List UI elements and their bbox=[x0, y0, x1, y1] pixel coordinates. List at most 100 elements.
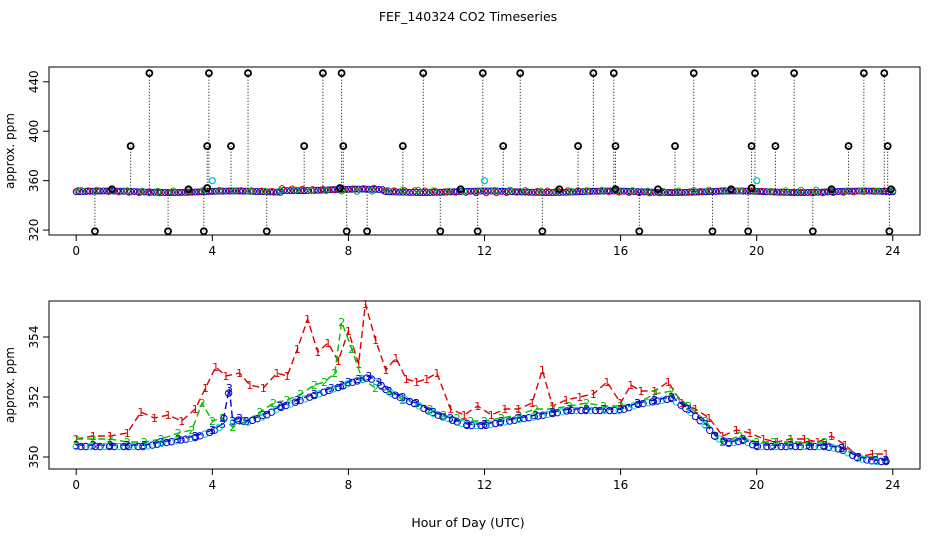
baseline-point-blue bbox=[501, 187, 509, 195]
band-point bbox=[134, 442, 142, 451]
baseline-point-red bbox=[870, 187, 878, 195]
band-point bbox=[329, 385, 338, 393]
spike-point bbox=[708, 227, 717, 236]
chart-title: FEF_140324 CO2 Timeseries bbox=[379, 9, 557, 24]
band-point bbox=[405, 397, 414, 406]
baseline-point-blue bbox=[120, 187, 128, 195]
series-marker-3: 3 bbox=[236, 412, 243, 425]
baseline-point-blue bbox=[671, 189, 679, 197]
series-marker-2: 2 bbox=[549, 403, 556, 416]
series-marker-1: 1 bbox=[539, 364, 546, 377]
band-point bbox=[748, 441, 757, 449]
band-point bbox=[315, 390, 323, 398]
band-point bbox=[720, 437, 728, 445]
spike-point bbox=[747, 184, 756, 192]
series-marker-1: 1 bbox=[212, 361, 219, 374]
band-point bbox=[386, 389, 395, 397]
baseline-point-red bbox=[533, 187, 541, 195]
baseline-point-blue bbox=[389, 188, 397, 196]
baseline-point-green bbox=[429, 187, 437, 195]
band-point bbox=[772, 442, 781, 451]
series-marker-1: 1 bbox=[563, 394, 570, 407]
band-point bbox=[305, 393, 314, 401]
series-marker-3: 3 bbox=[365, 370, 372, 383]
band-point bbox=[486, 420, 495, 429]
baseline-point-green bbox=[506, 186, 514, 194]
band-point bbox=[401, 395, 409, 404]
baseline-point-blue bbox=[297, 187, 305, 195]
baseline-point-red bbox=[717, 187, 725, 195]
band-point bbox=[672, 398, 681, 406]
band-point bbox=[820, 442, 828, 451]
series-marker-1: 1 bbox=[403, 373, 410, 386]
baseline-point-blue bbox=[794, 189, 802, 197]
band-point bbox=[667, 394, 676, 403]
series-marker-3: 3 bbox=[345, 376, 352, 389]
spike-point bbox=[635, 227, 644, 236]
baseline-point-green bbox=[154, 187, 162, 195]
band-point bbox=[396, 393, 404, 401]
band-point bbox=[220, 414, 228, 422]
series-marker-2: 2 bbox=[566, 400, 573, 413]
baseline-point-blue bbox=[412, 188, 420, 196]
band-point bbox=[310, 391, 319, 400]
series-marker-1: 1 bbox=[433, 367, 440, 380]
band-point bbox=[582, 406, 590, 415]
x-tick-label: 20 bbox=[749, 478, 764, 492]
band-point bbox=[463, 421, 471, 429]
series-marker-1: 1 bbox=[665, 376, 672, 389]
baseline-point-blue bbox=[372, 185, 380, 193]
series-marker-2: 2 bbox=[719, 436, 726, 449]
series-marker-2: 2 bbox=[787, 436, 794, 449]
baseline-point-blue bbox=[392, 188, 400, 196]
band-point bbox=[682, 404, 690, 413]
x-tick-label: 4 bbox=[208, 478, 216, 492]
series-marker-1: 1 bbox=[719, 430, 726, 443]
series-marker-1: 1 bbox=[192, 403, 199, 416]
baseline-point-red bbox=[380, 187, 388, 195]
band-point bbox=[215, 423, 223, 432]
band-point bbox=[505, 417, 514, 425]
baseline-point-red bbox=[258, 187, 266, 195]
series-marker-2: 2 bbox=[753, 436, 760, 449]
series-marker-2: 2 bbox=[311, 379, 318, 392]
x-tick-label: 12 bbox=[477, 478, 492, 492]
band-point bbox=[239, 417, 247, 425]
band-point bbox=[882, 457, 890, 466]
band-point bbox=[758, 442, 766, 451]
band-point bbox=[158, 439, 166, 448]
baseline-point-red bbox=[411, 187, 419, 195]
band-point bbox=[91, 442, 99, 451]
series-marker-3: 3 bbox=[634, 397, 641, 410]
baseline-point-blue bbox=[171, 188, 179, 196]
band-point bbox=[377, 381, 385, 389]
spike-point bbox=[574, 142, 582, 150]
spike-point bbox=[336, 184, 344, 192]
band-point bbox=[196, 432, 204, 440]
y-tick-label: 350 bbox=[27, 446, 41, 469]
y-tick-label: 360 bbox=[27, 169, 41, 192]
band-point bbox=[796, 442, 804, 451]
band-point bbox=[777, 442, 785, 451]
series-marker-2: 2 bbox=[583, 397, 590, 410]
band-point bbox=[872, 457, 881, 466]
x-tick-label: 0 bbox=[72, 478, 80, 492]
spike-point bbox=[880, 69, 889, 78]
baseline-point-green bbox=[766, 187, 774, 195]
spike-point bbox=[751, 69, 759, 78]
baseline-point-red bbox=[646, 189, 654, 197]
series-marker-1: 1 bbox=[882, 448, 889, 461]
baseline-point-blue bbox=[395, 188, 403, 196]
spike-point bbox=[126, 142, 135, 150]
band-point bbox=[744, 438, 752, 447]
spike-point bbox=[363, 227, 372, 236]
baseline-point-red bbox=[288, 185, 296, 193]
baseline-point-red bbox=[319, 186, 327, 194]
spike-point bbox=[436, 227, 445, 236]
band-point bbox=[658, 396, 666, 404]
spike-point bbox=[654, 185, 662, 194]
band-point bbox=[453, 418, 461, 426]
band-point bbox=[606, 406, 614, 415]
baseline-point-blue bbox=[300, 187, 308, 195]
baseline-point-red bbox=[850, 188, 858, 196]
